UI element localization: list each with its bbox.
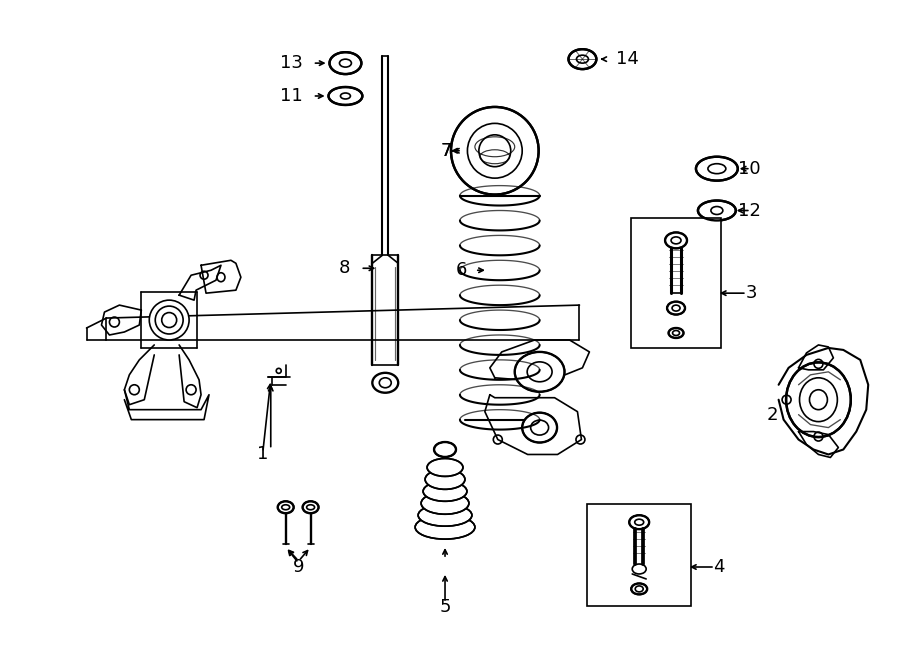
- Text: 12: 12: [738, 202, 760, 219]
- Ellipse shape: [665, 233, 687, 249]
- Text: 5: 5: [439, 598, 451, 616]
- Text: 3: 3: [745, 284, 757, 302]
- Ellipse shape: [667, 301, 685, 315]
- Text: 13: 13: [280, 54, 302, 72]
- Text: 9: 9: [292, 558, 304, 576]
- Text: 10: 10: [738, 160, 760, 178]
- Text: 14: 14: [616, 50, 639, 68]
- Ellipse shape: [786, 362, 850, 437]
- Text: 2: 2: [767, 406, 778, 424]
- Text: 4: 4: [714, 558, 724, 576]
- Ellipse shape: [415, 515, 475, 539]
- Ellipse shape: [421, 492, 469, 514]
- Ellipse shape: [522, 412, 557, 442]
- Ellipse shape: [629, 515, 649, 529]
- Ellipse shape: [373, 373, 398, 393]
- Text: 1: 1: [257, 446, 268, 463]
- Text: 6: 6: [455, 261, 467, 279]
- Text: 7: 7: [440, 141, 452, 160]
- Ellipse shape: [569, 49, 597, 69]
- Ellipse shape: [149, 300, 189, 340]
- Ellipse shape: [302, 501, 319, 513]
- Ellipse shape: [451, 107, 538, 194]
- Ellipse shape: [418, 504, 472, 526]
- Text: 8: 8: [339, 259, 350, 277]
- Ellipse shape: [423, 481, 467, 501]
- Ellipse shape: [698, 200, 736, 221]
- Ellipse shape: [669, 328, 683, 338]
- Ellipse shape: [696, 157, 738, 180]
- Ellipse shape: [278, 501, 293, 513]
- Ellipse shape: [631, 584, 647, 594]
- Ellipse shape: [329, 52, 362, 74]
- Bar: [631, 219, 721, 348]
- Ellipse shape: [515, 352, 564, 392]
- Text: 11: 11: [280, 87, 302, 105]
- Ellipse shape: [328, 87, 363, 105]
- Ellipse shape: [434, 442, 456, 457]
- Ellipse shape: [425, 469, 465, 489]
- Ellipse shape: [428, 459, 463, 477]
- Text: 7: 7: [440, 141, 452, 160]
- Bar: [588, 504, 691, 606]
